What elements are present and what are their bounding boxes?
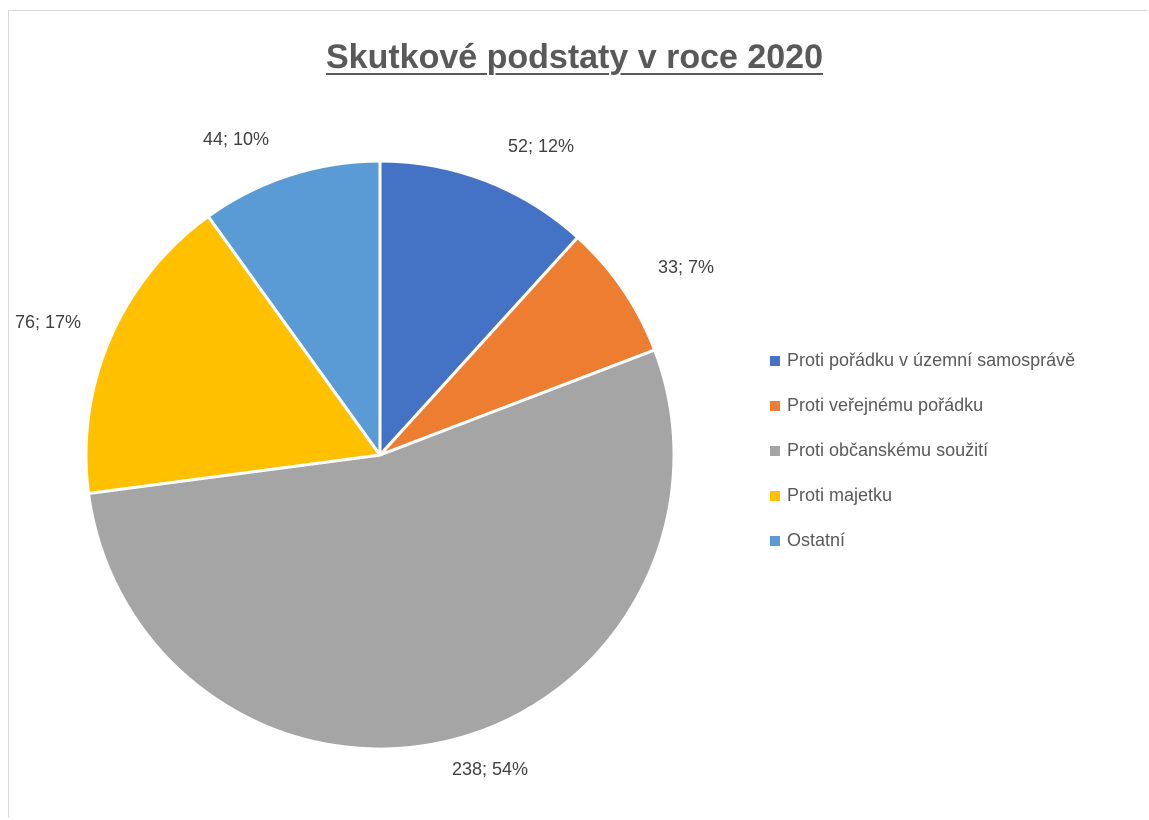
legend-item-2: Proti veřejnému pořádku <box>770 394 1075 417</box>
legend-swatch <box>770 535 780 546</box>
data-label-5: 44; 10% <box>203 129 269 149</box>
pie-slice-1 <box>378 159 580 457</box>
data-label-2: 33; 7% <box>658 257 714 277</box>
pie-slice-4 <box>84 214 382 495</box>
legend-swatch <box>770 355 780 366</box>
pie-slice-3 <box>87 348 676 751</box>
pie-slice-5 <box>206 159 382 457</box>
legend-swatch <box>770 400 780 411</box>
legend-item-4: Proti majetku <box>770 484 1075 507</box>
legend-label: Proti pořádku v územní samosprávě <box>787 350 1076 370</box>
data-label-3: 238; 54% <box>452 759 528 779</box>
legend-label: Proti občanskému soužití <box>787 440 989 460</box>
pie-slice-2 <box>378 235 657 457</box>
legend-label: Proti majetku <box>787 485 893 505</box>
legend-swatch <box>770 490 780 501</box>
legend-swatch <box>770 445 780 456</box>
legend-item-3: Proti občanskému soužití <box>770 439 1075 462</box>
chart-title: Skutkové podstaty v roce 2020 <box>325 38 823 76</box>
legend-item-1: Proti pořádku v územní samosprávě <box>770 349 1075 372</box>
legend-item-5: Ostatní <box>770 529 1075 552</box>
chart-legend: Proti pořádku v územní samosprávě Proti v… <box>770 349 1075 574</box>
data-label-1: 52; 12% <box>508 136 574 156</box>
data-label-4: 76; 17% <box>15 312 81 332</box>
legend-label: Ostatní <box>787 530 846 550</box>
legend-label: Proti veřejnému pořádku <box>787 395 984 415</box>
